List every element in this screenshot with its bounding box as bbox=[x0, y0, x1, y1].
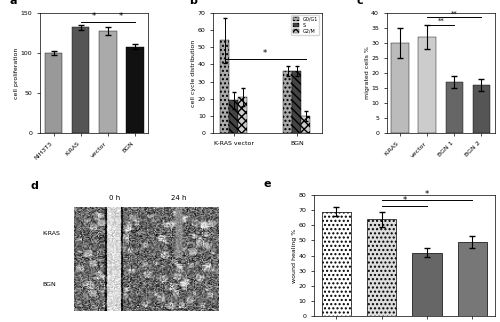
Bar bbox=[392, 43, 409, 133]
Bar bbox=[292, 71, 302, 133]
Text: BGN: BGN bbox=[42, 282, 56, 287]
Bar bbox=[472, 85, 490, 133]
Y-axis label: cell proliferation: cell proliferation bbox=[14, 47, 20, 99]
Text: b: b bbox=[190, 0, 198, 6]
Bar bbox=[238, 97, 247, 133]
Y-axis label: wound healing %: wound healing % bbox=[292, 228, 297, 283]
Text: **: ** bbox=[451, 11, 458, 16]
Bar bbox=[446, 82, 463, 133]
Text: 24 h: 24 h bbox=[171, 195, 186, 202]
Legend: G0/G1, S, G2/M: G0/G1, S, G2/M bbox=[291, 15, 319, 35]
Text: *: * bbox=[263, 49, 268, 58]
Text: *: * bbox=[402, 196, 406, 205]
Text: **: ** bbox=[438, 18, 444, 24]
Bar bbox=[229, 100, 238, 133]
Bar bbox=[126, 46, 144, 133]
Y-axis label: migrated cells %: migrated cells % bbox=[365, 46, 370, 99]
Text: c: c bbox=[356, 0, 363, 6]
Bar bbox=[302, 116, 310, 133]
Bar bbox=[418, 37, 436, 133]
Bar bbox=[220, 40, 229, 133]
Bar bbox=[99, 31, 116, 133]
Text: K-RAS: K-RAS bbox=[42, 232, 60, 236]
Bar bbox=[44, 53, 62, 133]
Bar bbox=[322, 212, 351, 316]
Bar bbox=[72, 27, 90, 133]
Text: *: * bbox=[119, 12, 124, 21]
Text: a: a bbox=[10, 0, 17, 6]
Y-axis label: cell cycle distribution: cell cycle distribution bbox=[192, 39, 196, 107]
Bar bbox=[367, 220, 396, 316]
Text: e: e bbox=[263, 179, 270, 189]
Text: d: d bbox=[30, 181, 38, 192]
Bar bbox=[284, 71, 292, 133]
Text: *: * bbox=[425, 190, 429, 199]
Text: 0 h: 0 h bbox=[108, 195, 120, 202]
Bar bbox=[458, 242, 487, 316]
Text: *: * bbox=[92, 12, 96, 21]
Bar bbox=[412, 252, 442, 316]
